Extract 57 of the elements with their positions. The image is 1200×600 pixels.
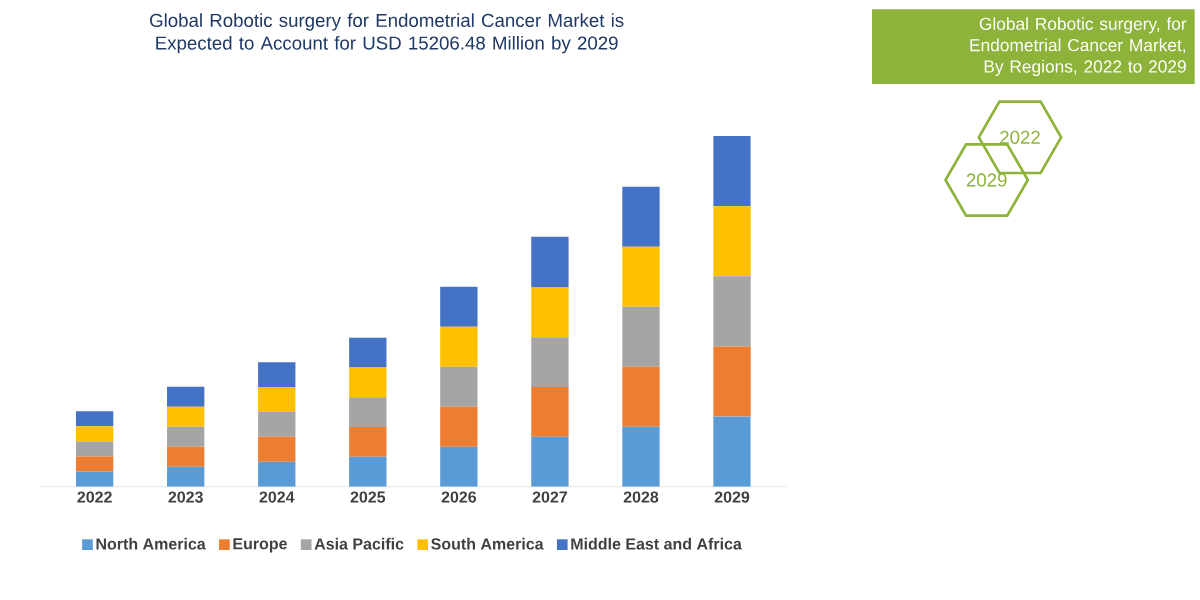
bar bbox=[531, 287, 569, 338]
bar bbox=[75, 471, 114, 487]
bar bbox=[75, 411, 114, 427]
bar bbox=[349, 337, 387, 368]
bar bbox=[622, 426, 660, 487]
bar bbox=[440, 406, 478, 447]
bar bbox=[713, 416, 751, 487]
bar bbox=[167, 466, 205, 487]
bar bbox=[258, 362, 296, 388]
bar bbox=[349, 456, 387, 487]
bar bbox=[531, 436, 569, 487]
bar bbox=[349, 397, 387, 428]
bar bbox=[258, 411, 296, 437]
bar bbox=[713, 206, 751, 277]
x-tick-label: 2027 bbox=[532, 491, 568, 503]
bar bbox=[622, 306, 660, 367]
bar bbox=[713, 276, 751, 347]
bar bbox=[713, 346, 751, 417]
legend-label: Middle East and Africa bbox=[571, 537, 742, 550]
bar bbox=[622, 246, 660, 307]
text: Global Robotic surgery, for Endometrial Cancer Market, By Regions, 2022 to 2029 bbox=[970, 17, 1187, 77]
legend-label: Europe bbox=[233, 538, 287, 553]
x-tick-label: 2026 bbox=[441, 491, 477, 503]
bar bbox=[440, 326, 478, 367]
bar bbox=[440, 286, 478, 327]
bar bbox=[75, 456, 114, 472]
text: 2029 bbox=[966, 173, 1007, 187]
x-tick-label: 2022 bbox=[77, 491, 112, 503]
legend-label: South America bbox=[431, 537, 544, 550]
bar bbox=[258, 461, 296, 487]
bar bbox=[622, 366, 660, 427]
bar bbox=[167, 386, 205, 407]
bar bbox=[75, 441, 114, 457]
bar bbox=[167, 426, 205, 447]
x-tick-label: 2024 bbox=[259, 491, 295, 503]
bar bbox=[531, 337, 569, 388]
bar bbox=[440, 366, 478, 407]
legend-label: Asia Pacific bbox=[314, 537, 404, 550]
x-tick-label: 2025 bbox=[350, 491, 386, 503]
bar bbox=[167, 446, 205, 467]
x-tick-label: 2028 bbox=[623, 491, 659, 503]
bar bbox=[440, 446, 478, 487]
bar bbox=[167, 406, 205, 427]
bar bbox=[349, 367, 387, 398]
x-tick-label: 2029 bbox=[714, 491, 750, 503]
bar bbox=[75, 426, 114, 442]
x-tick-label: 2023 bbox=[168, 491, 203, 503]
bar bbox=[531, 236, 569, 288]
bar bbox=[258, 436, 296, 462]
bar bbox=[349, 427, 387, 457]
legend-label: North America bbox=[96, 537, 206, 550]
chart-title: Global Robotic surgery for Endometrial Cancer Market is Expected to Account for USD 15206.48 Million by 2029 bbox=[150, 13, 624, 54]
bar bbox=[713, 136, 751, 207]
text: 2022 bbox=[1000, 130, 1040, 144]
bar bbox=[258, 387, 296, 412]
bar bbox=[622, 186, 660, 247]
bar bbox=[531, 387, 569, 437]
